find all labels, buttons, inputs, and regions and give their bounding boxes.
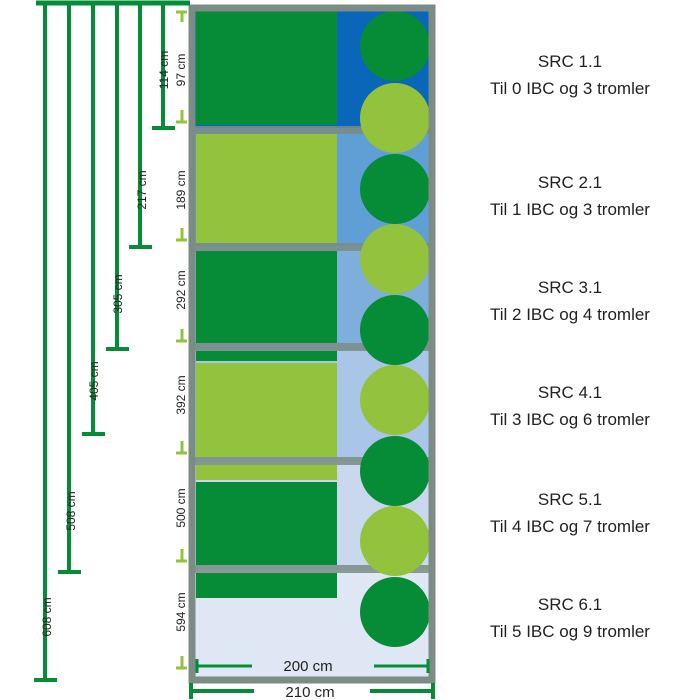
ibc-container (196, 573, 337, 598)
drum (360, 11, 430, 81)
drum (360, 295, 430, 365)
frame-outline (188, 4, 436, 684)
rack-frame (188, 4, 436, 684)
section-subtitle: Til 4 IBC og 7 tromler (490, 517, 650, 536)
measure-label-405: 405 cm (87, 361, 101, 400)
drum (360, 436, 430, 506)
outer-measures (34, 0, 190, 682)
section-subtitle: Til 3 IBC og 6 tromler (490, 410, 650, 429)
section-title: SRC 3.1 (537, 278, 603, 297)
measure-label-305: 305 cm (111, 274, 125, 313)
section-label-5: SRC 5.1 Til 4 IBC og 7 tromler (470, 486, 670, 540)
ibc-container (196, 363, 337, 457)
ibc-container (196, 465, 337, 480)
measure-labels: 608 cm 508 cm 405 cm 305 cm 217 cm 114 c… (40, 51, 188, 637)
section-label-4: SRC 4.1 Til 3 IBC og 6 tromler (470, 379, 670, 433)
drum (360, 577, 430, 647)
section-label-1: SRC 1.1 Til 0 IBC og 3 tromler (470, 48, 670, 102)
ibc-container (196, 482, 337, 565)
ibc-container (196, 10, 337, 125)
measure-label-500: 500 cm (174, 488, 188, 527)
inner-measures (176, 10, 187, 670)
shelf-divider (192, 565, 432, 573)
section-subtitle: Til 2 IBC og 4 tromler (490, 305, 650, 324)
measure-label-97: 97 cm (174, 54, 188, 87)
width-measure-outer: 210 cm (189, 683, 435, 700)
measure-label-292: 292 cm (174, 270, 188, 309)
section-subtitle: Til 0 IBC og 3 tromler (490, 79, 650, 98)
measure-label-508: 508 cm (64, 491, 78, 530)
shelf-divider (192, 457, 432, 465)
shelf-dividers (192, 126, 432, 573)
drum (360, 224, 430, 294)
measure-label-217: 217 cm (135, 170, 149, 209)
section-title: SRC 1.1 (537, 52, 603, 71)
drums (360, 11, 430, 647)
drum (360, 506, 430, 576)
section-title: SRC 2.1 (537, 173, 603, 192)
shelf-divider (192, 243, 432, 251)
drum (360, 365, 430, 435)
drum (360, 154, 430, 224)
ibc-container (196, 251, 337, 343)
section-label-3: SRC 3.1 Til 2 IBC og 4 tromler (470, 274, 670, 328)
section-label-6: SRC 6.1 Til 5 IBC og 9 tromler (470, 591, 670, 645)
ibc-containers (196, 10, 337, 598)
section-subtitle: Til 1 IBC og 3 tromler (490, 200, 650, 219)
section-label-2: SRC 2.1 Til 1 IBC og 3 tromler (470, 169, 670, 223)
width-inner-label: 200 cm (283, 658, 332, 675)
section-subtitle: Til 5 IBC og 9 tromler (490, 622, 650, 641)
section-title: SRC 6.1 (537, 595, 603, 614)
measure-label-114: 114 cm (157, 51, 171, 89)
shelf-divider (192, 126, 432, 134)
ibc-container (196, 351, 337, 361)
measure-label-189: 189 cm (174, 170, 188, 209)
width-outer-label: 210 cm (285, 684, 334, 700)
ibc-container (196, 134, 337, 243)
shelf-divider (192, 343, 432, 351)
drum (360, 83, 430, 153)
measure-label-608: 608 cm (40, 597, 54, 636)
measure-label-392: 392 cm (174, 375, 188, 414)
section-title: SRC 4.1 (537, 383, 603, 402)
section-title: SRC 5.1 (537, 490, 603, 509)
measure-label-594: 594 cm (174, 592, 188, 631)
width-measure-inner: 200 cm (195, 658, 430, 675)
